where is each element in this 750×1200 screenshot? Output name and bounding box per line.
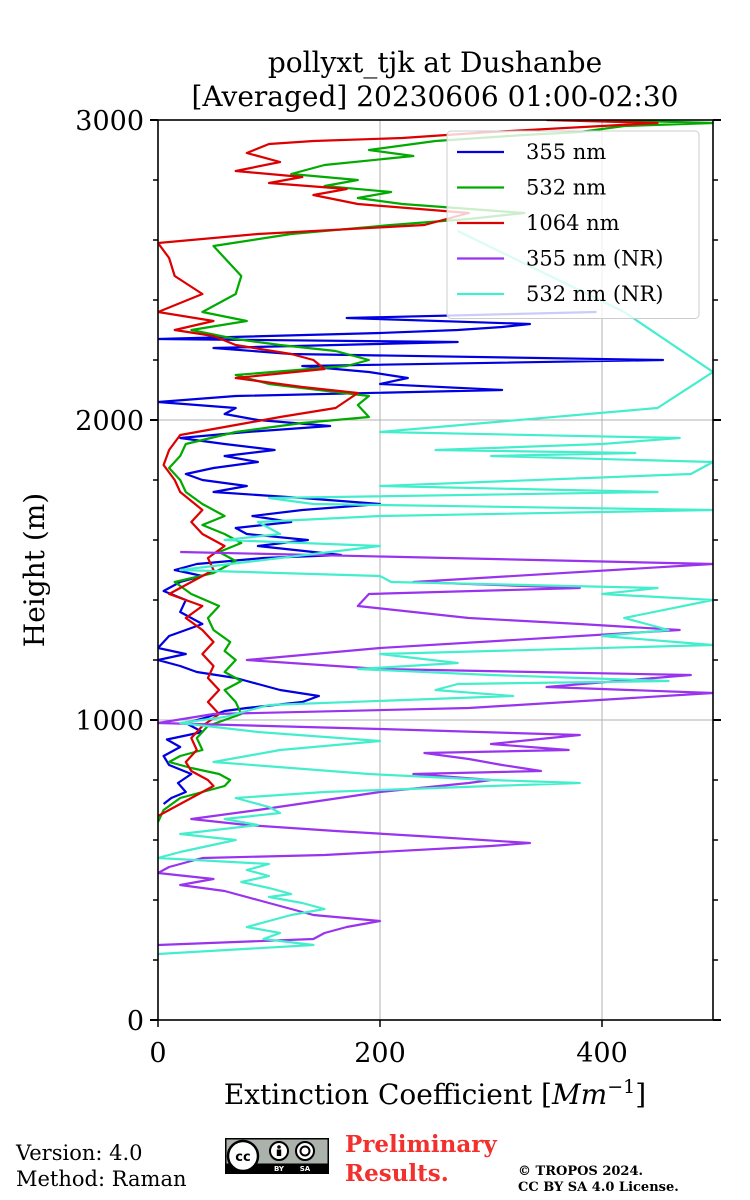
y-axis-label: Height (m) <box>18 493 51 647</box>
sa-icon <box>295 1141 315 1161</box>
axis-ticks: 0 200 400 0 1000 2000 3000 <box>75 106 721 1069</box>
x-axis-label-prefix: Extinction Coefficient [ <box>224 1078 552 1111</box>
series-line-2 <box>158 120 713 823</box>
legend-box <box>446 130 700 319</box>
series-line-5 <box>158 230 713 956</box>
x-tick-label: 200 <box>354 1038 406 1069</box>
series-line-1 <box>158 310 665 805</box>
copyright-text: © TROPOS 2024. CC BY SA 4.0 License. <box>518 1164 679 1196</box>
x-axis-label-exponent: −1 <box>607 1076 635 1098</box>
license-by-label: BY <box>274 1165 285 1173</box>
legend: 355 nm 532 nm 1064 nm 355 nm (NR) 532 nm (NR… <box>446 130 700 319</box>
series-line-4 <box>158 550 713 947</box>
series-line-3 <box>158 120 659 817</box>
legend-label: 355 nm <box>526 140 606 164</box>
cc-license-badge: cc BY SA <box>225 1138 329 1174</box>
preliminary-line-2: Results. <box>345 1160 449 1187</box>
copyright-line-2: CC BY SA 4.0 License. <box>518 1180 679 1195</box>
legend-label: 532 nm (NR) <box>526 282 663 306</box>
y-tick-label: 1000 <box>75 706 144 737</box>
preliminary-line-1: Preliminary <box>345 1131 497 1158</box>
svg-text:cc: cc <box>235 1150 250 1165</box>
y-tick-label: 2000 <box>75 406 144 437</box>
version-text: Version: 4.0 <box>16 1141 143 1165</box>
y-tick-label: 0 <box>127 1006 144 1037</box>
cc-icon: cc <box>226 1139 260 1173</box>
copyright-line-1: © TROPOS 2024. <box>518 1164 644 1179</box>
license-sa-label: SA <box>300 1165 311 1173</box>
chart-title-line-2: [Averaged] 20230606 01:00-02:30 <box>192 80 679 113</box>
chart-title-line-1: pollyxt_tjk at Dushanbe <box>268 46 602 79</box>
legend-label: 532 nm <box>526 176 606 200</box>
x-axis-label: Extinction Coefficient [Mm−1] <box>224 1076 646 1111</box>
legend-label: 1064 nm <box>526 211 620 235</box>
x-axis-label-suffix: ] <box>635 1078 646 1111</box>
x-tick-label: 0 <box>149 1038 166 1069</box>
x-axis-label-unit: Mm <box>551 1078 607 1111</box>
x-tick-label: 400 <box>576 1038 628 1069</box>
by-icon <box>269 1141 289 1161</box>
legend-label: 355 nm (NR) <box>526 247 663 271</box>
series-lines <box>158 120 713 956</box>
plot-frame <box>157 119 714 1021</box>
method-text: Method: Raman <box>16 1167 187 1191</box>
preliminary-results-text: Preliminary Results. <box>345 1130 497 1188</box>
y-tick-label: 3000 <box>75 106 144 137</box>
